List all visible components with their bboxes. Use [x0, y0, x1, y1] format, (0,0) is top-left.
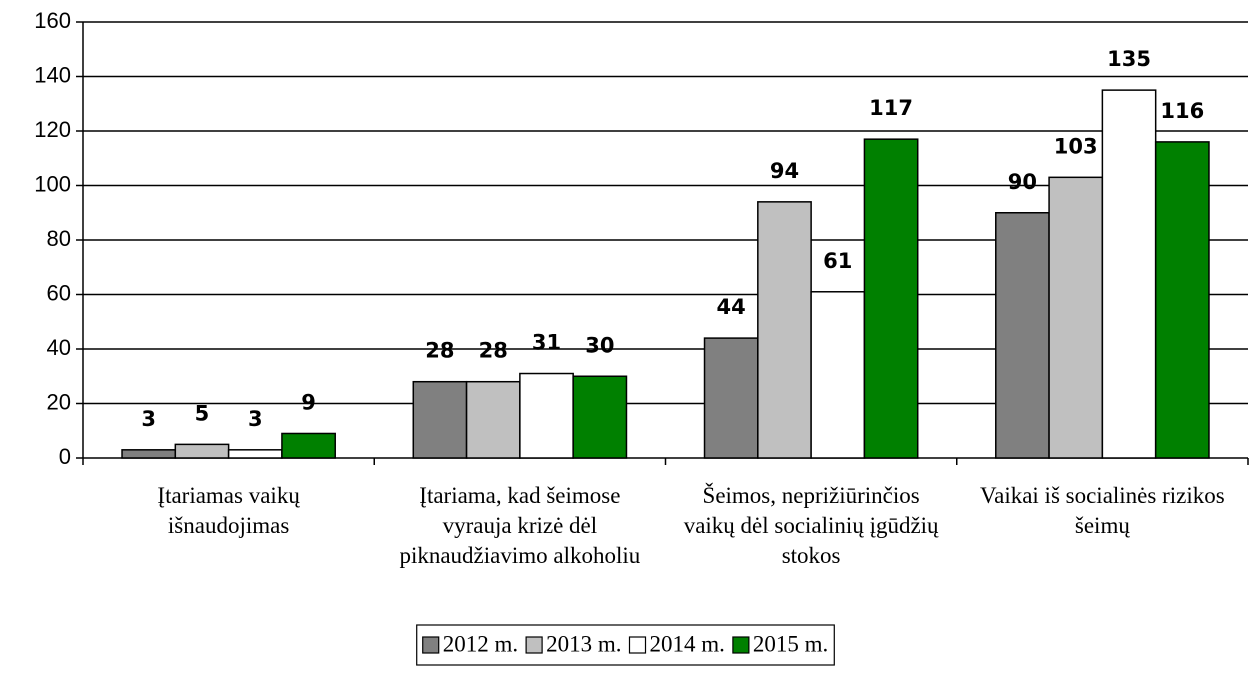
legend: 2012 m. 2013 m. 2014 m. 2015 m.: [422, 631, 828, 656]
data-label: 28: [479, 339, 508, 363]
data-label: 90: [1008, 170, 1037, 194]
legend-swatch: [628, 636, 647, 654]
legend-label: 2012 m.: [443, 631, 518, 656]
bar: [281, 432, 336, 459]
legend-swatch: [525, 636, 543, 654]
bar: [121, 449, 177, 459]
y-tick-label: 60: [47, 280, 71, 305]
bar: [227, 449, 283, 459]
data-label: 44: [717, 295, 746, 319]
x-tick-label: Vaikai iš socialinės rizikos šeimų: [980, 483, 1225, 538]
data-label: 3: [248, 407, 263, 431]
x-tick-label: Šeimos, neprižiūrinčios vaikų dėl sociali…: [684, 482, 939, 568]
data-label: 116: [1160, 99, 1204, 123]
bar: [174, 443, 230, 459]
bar: [995, 212, 1050, 459]
data-label: 94: [770, 159, 799, 183]
data-label: 103: [1054, 134, 1098, 158]
legend-label: 2014 m.: [650, 631, 725, 656]
legend-box: [416, 624, 835, 666]
y-tick-label: 160: [34, 8, 71, 33]
legend-swatch: [732, 636, 750, 654]
data-label: 117: [869, 96, 913, 120]
y-tick-label: 140: [34, 62, 71, 87]
bar: [1154, 141, 1210, 459]
y-tick-label: 100: [34, 171, 71, 196]
data-label: 28: [425, 339, 454, 363]
bar: [412, 380, 468, 459]
data-label: 5: [195, 401, 210, 425]
bar: [1101, 89, 1157, 459]
legend-swatch: [422, 636, 440, 654]
legend-label: 2013 m.: [546, 631, 621, 656]
legend-label: 2015 m.: [753, 631, 828, 656]
data-label: 30: [585, 333, 614, 357]
bar: [703, 337, 759, 459]
data-label: 3: [141, 407, 156, 431]
bar: [465, 380, 521, 459]
y-tick-label: 80: [47, 226, 71, 251]
bar: [863, 138, 919, 459]
data-label: 31: [532, 331, 561, 355]
y-tick-label: 20: [47, 389, 71, 414]
x-tick-label: Įtariama, kad šeimose vyrauja krizė dėl pi…: [399, 483, 640, 568]
data-label: 61: [823, 249, 852, 273]
bar: [572, 375, 628, 459]
data-label: 9: [301, 390, 316, 414]
bar: [810, 291, 866, 459]
bar: [757, 201, 812, 459]
y-tick-label: 0: [59, 444, 71, 469]
data-label: 135: [1107, 47, 1151, 71]
bar: [519, 372, 574, 459]
y-tick-label: 40: [47, 335, 71, 360]
y-tick-label: 120: [34, 117, 71, 142]
bar: [1048, 176, 1104, 459]
x-tick-label: Įtariamas vaikų išnaudojimas: [157, 483, 300, 538]
